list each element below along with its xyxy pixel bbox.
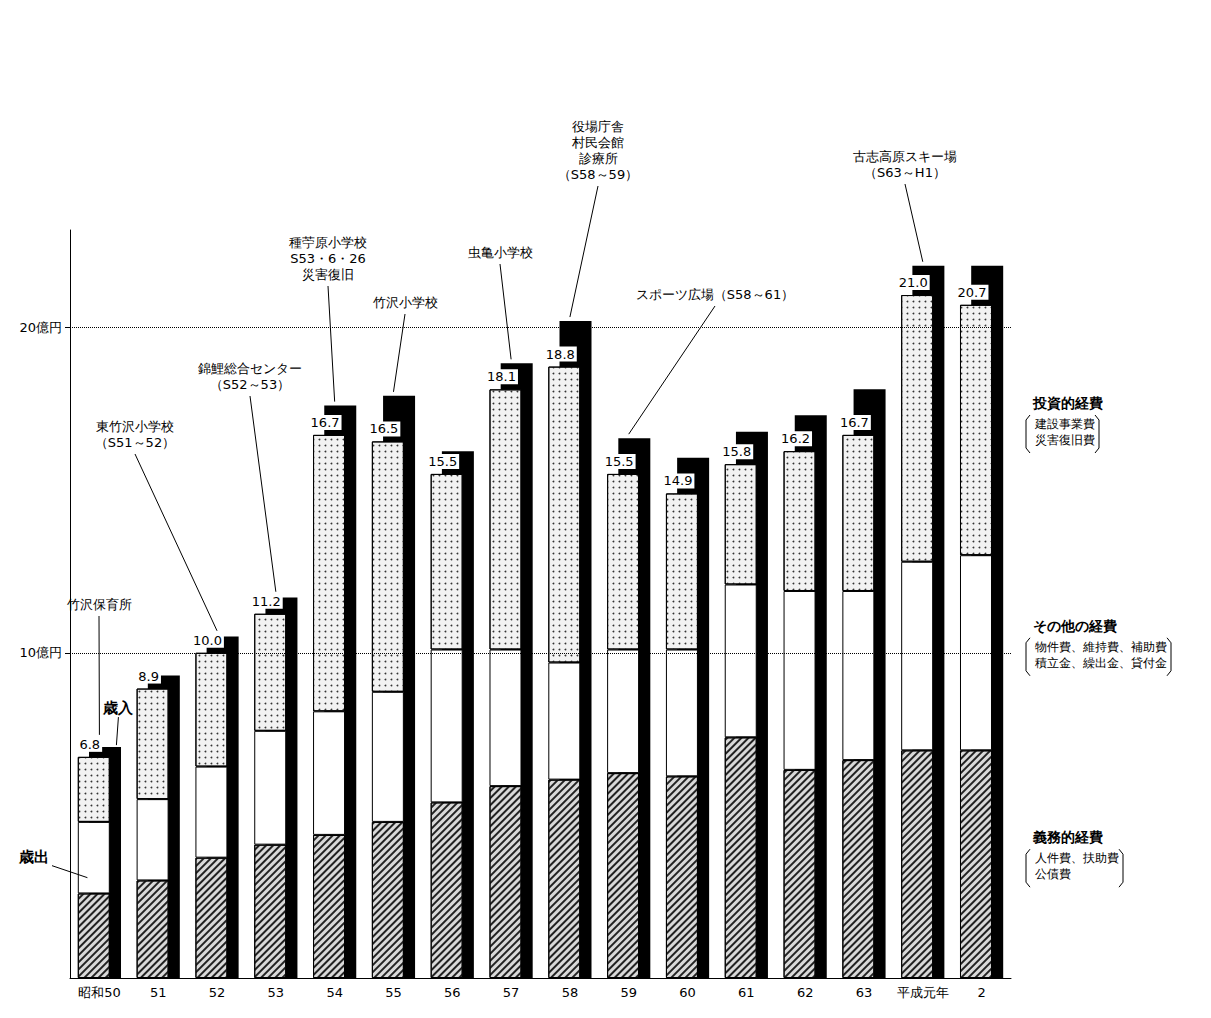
svg-text:歳出: 歳出 xyxy=(18,848,49,866)
svg-text:53: 53 xyxy=(268,985,285,1000)
svg-text:16.7: 16.7 xyxy=(311,415,340,430)
svg-text:59: 59 xyxy=(620,985,637,1000)
svg-text:竹沢小学校: 竹沢小学校 xyxy=(373,295,438,310)
svg-text:15.5: 15.5 xyxy=(428,454,457,469)
svg-text:58: 58 xyxy=(562,985,579,1000)
svg-text:（S63～H1）: （S63～H1） xyxy=(864,165,946,180)
svg-text:昭和50: 昭和50 xyxy=(78,985,121,1000)
svg-text:虫亀小学校: 虫亀小学校 xyxy=(468,245,533,260)
svg-text:錦鯉総合センター: 錦鯉総合センター xyxy=(198,361,302,376)
svg-text:62: 62 xyxy=(797,985,814,1000)
svg-text:57: 57 xyxy=(503,985,520,1000)
svg-text:その他の経費: その他の経費 xyxy=(1033,618,1117,634)
svg-text:役場庁舎: 役場庁舎 xyxy=(572,119,624,134)
svg-text:（S52～53）: （S52～53） xyxy=(210,377,290,392)
svg-text:52: 52 xyxy=(209,985,226,1000)
svg-text:20.7: 20.7 xyxy=(958,285,987,300)
svg-text:21.0: 21.0 xyxy=(899,275,928,290)
svg-text:60: 60 xyxy=(679,985,696,1000)
svg-text:56: 56 xyxy=(444,985,461,1000)
svg-text:2: 2 xyxy=(977,985,985,1000)
svg-text:54: 54 xyxy=(326,985,343,1000)
svg-text:歳入: 歳入 xyxy=(102,699,134,717)
svg-text:竹沢保育所: 竹沢保育所 xyxy=(67,597,132,612)
svg-text:人件費、扶助費: 人件費、扶助費 xyxy=(1035,851,1119,865)
svg-text:16.2: 16.2 xyxy=(781,431,810,446)
svg-text:18.1: 18.1 xyxy=(487,369,516,384)
svg-text:東竹沢小学校: 東竹沢小学校 xyxy=(96,419,174,434)
svg-text:61: 61 xyxy=(738,985,755,1000)
svg-text:55: 55 xyxy=(385,985,402,1000)
svg-text:15.8: 15.8 xyxy=(722,444,751,459)
svg-text:63: 63 xyxy=(856,985,873,1000)
svg-text:16.5: 16.5 xyxy=(369,421,398,436)
svg-text:平成元年: 平成元年 xyxy=(897,985,949,1000)
svg-text:（S58～59）: （S58～59） xyxy=(558,167,638,182)
svg-text:義務的経費: 義務的経費 xyxy=(1032,829,1103,845)
svg-text:10億円: 10億円 xyxy=(19,645,62,660)
svg-text:6.8: 6.8 xyxy=(79,737,100,752)
svg-text:51: 51 xyxy=(150,985,167,1000)
svg-text:10.0: 10.0 xyxy=(193,633,222,648)
svg-text:種苧原小学校: 種苧原小学校 xyxy=(289,235,367,250)
svg-text:診療所: 診療所 xyxy=(579,151,618,166)
svg-text:15.5: 15.5 xyxy=(605,454,634,469)
svg-text:公債費: 公債費 xyxy=(1035,867,1071,881)
svg-text:物件費、維持費、補助費: 物件費、維持費、補助費 xyxy=(1035,640,1167,654)
svg-text:8.9: 8.9 xyxy=(138,669,159,684)
svg-text:14.9: 14.9 xyxy=(663,473,692,488)
svg-text:16.7: 16.7 xyxy=(840,415,869,430)
svg-text:（S51～52）: （S51～52） xyxy=(95,435,175,450)
svg-text:災害復旧費: 災害復旧費 xyxy=(1035,433,1095,447)
svg-text:古志高原スキー場: 古志高原スキー場 xyxy=(853,149,957,164)
svg-text:スポーツ広場（S58～61）: スポーツ広場（S58～61） xyxy=(636,287,794,302)
svg-text:S53・6・26: S53・6・26 xyxy=(290,251,366,266)
svg-text:積立金、繰出金、貸付金: 積立金、繰出金、貸付金 xyxy=(1035,656,1167,670)
svg-text:18.8: 18.8 xyxy=(546,347,575,362)
svg-text:建設事業費: 建設事業費 xyxy=(1034,417,1095,431)
svg-text:災害復旧: 災害復旧 xyxy=(302,267,354,282)
svg-text:20億円: 20億円 xyxy=(19,320,62,335)
svg-text:投資的経費: 投資的経費 xyxy=(1032,395,1103,411)
svg-text:11.2: 11.2 xyxy=(252,594,281,609)
svg-text:村民会館: 村民会館 xyxy=(571,135,624,150)
